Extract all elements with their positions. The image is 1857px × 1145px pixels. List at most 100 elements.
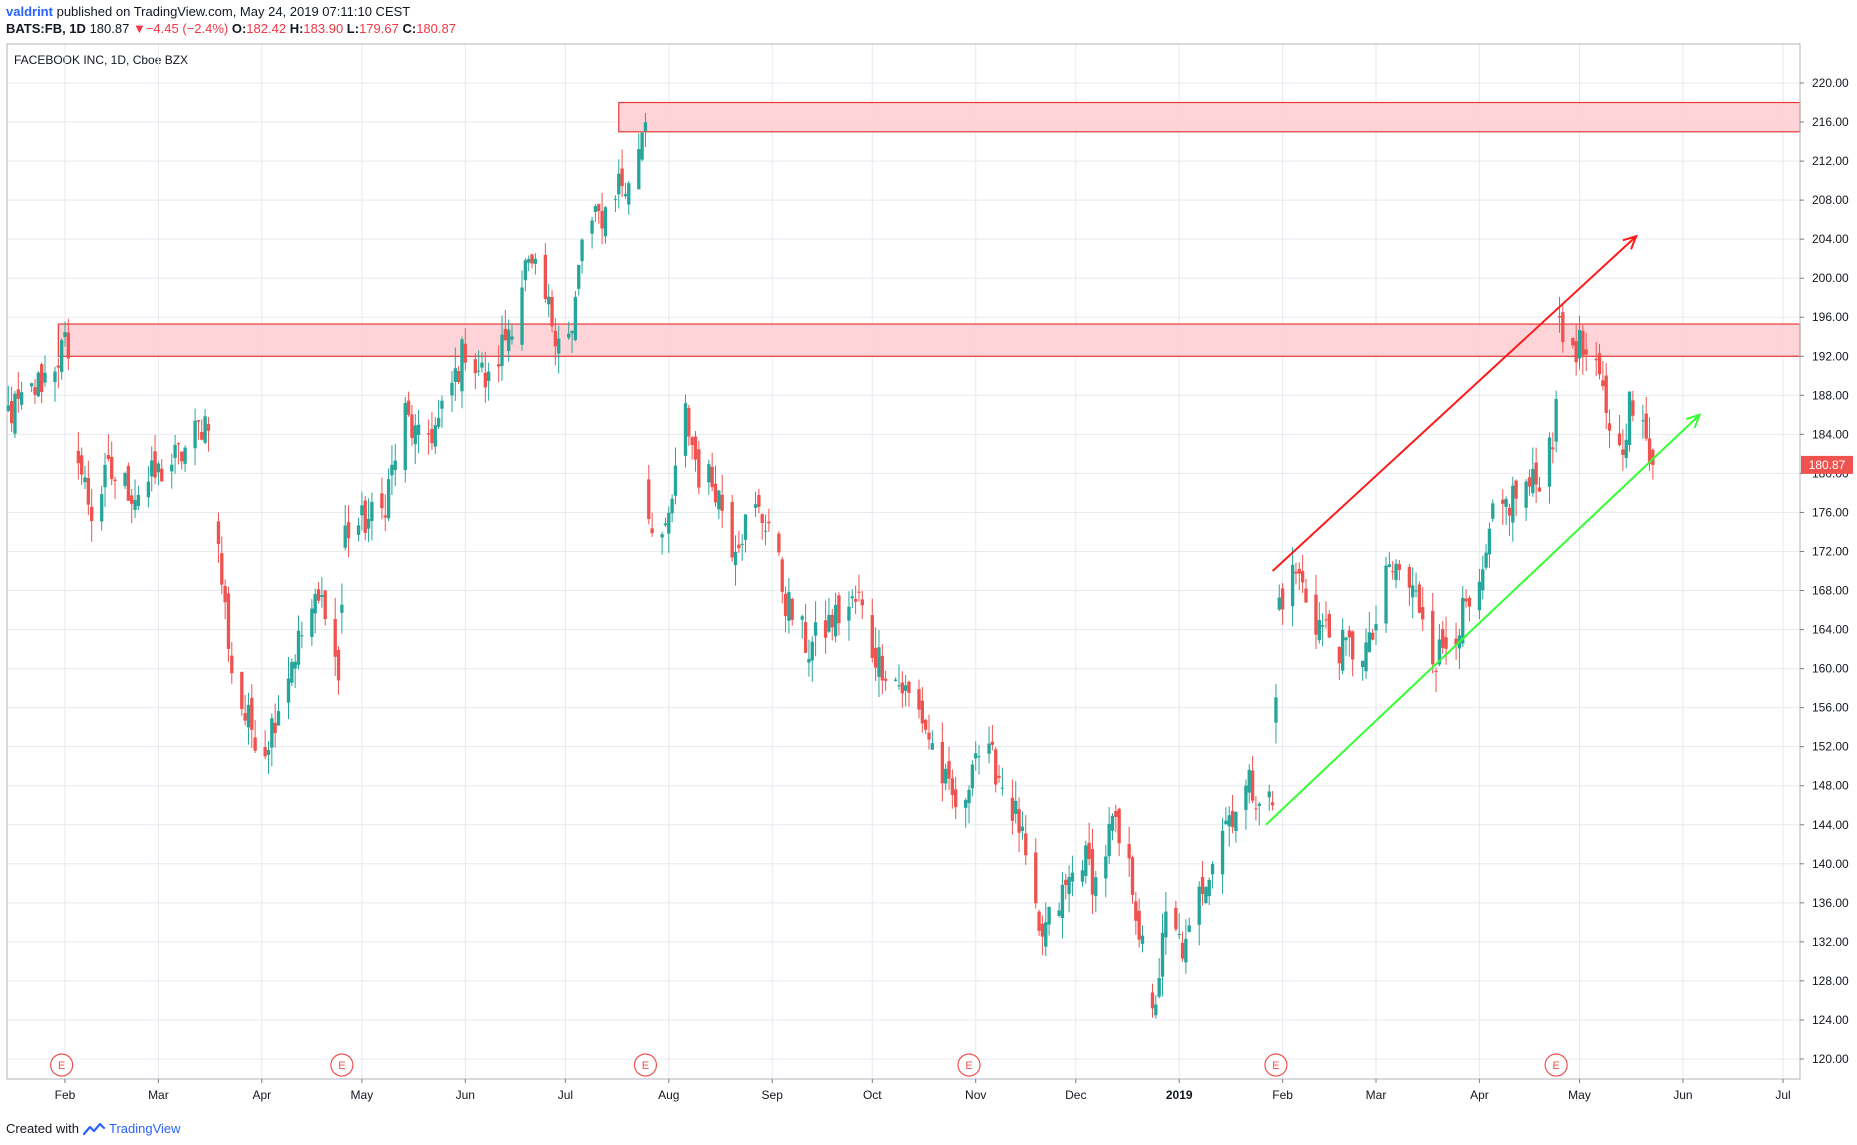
- candle-body: [126, 466, 131, 501]
- author-link[interactable]: valdrint: [6, 4, 53, 19]
- candle-body: [827, 614, 831, 632]
- candle-body: [270, 718, 274, 748]
- candle-body: [613, 199, 618, 201]
- candle-body: [1484, 552, 1488, 568]
- candle-body: [707, 464, 711, 483]
- earnings-marker-icon[interactable]: E: [50, 1053, 74, 1077]
- candle-body: [924, 719, 928, 730]
- candle-body: [627, 183, 631, 205]
- candle-body: [743, 514, 748, 540]
- candle-body: [410, 414, 414, 438]
- candle-body: [1547, 437, 1552, 487]
- candle-body: [343, 525, 347, 548]
- candle-body: [1254, 808, 1258, 810]
- candle-body: [1070, 872, 1075, 882]
- candle-body: [977, 756, 981, 758]
- chart-title: FACEBOOK INC, 1D, Cboe BZX: [14, 53, 189, 67]
- x-tick-label: Feb: [1272, 1088, 1293, 1102]
- last-price: 180.87: [89, 21, 130, 36]
- candle-body: [453, 368, 457, 382]
- candle-body: [1174, 907, 1178, 930]
- footer: Created with TradingView: [6, 1121, 181, 1136]
- candle-body: [1184, 938, 1188, 963]
- earnings-marker-label: E: [1552, 1060, 1559, 1072]
- candle-body: [783, 593, 788, 617]
- y-tick-label: 176.00: [1812, 505, 1849, 519]
- candle-body: [286, 678, 291, 703]
- candle-body: [833, 604, 838, 637]
- candle-body: [577, 264, 581, 289]
- tradingview-brand-link[interactable]: TradingView: [108, 1121, 181, 1136]
- candle-body: [276, 711, 281, 726]
- candle-body: [790, 598, 794, 620]
- candle-body: [767, 521, 771, 524]
- candle-body: [733, 551, 738, 566]
- x-tick-label: Mar: [1366, 1088, 1387, 1102]
- candle-body: [1304, 588, 1308, 603]
- candle-body: [1180, 942, 1185, 959]
- candle-body: [43, 372, 47, 383]
- candle-body: [1437, 639, 1442, 665]
- candle-body: [1534, 462, 1538, 485]
- candle-body: [1107, 823, 1111, 857]
- candle-body: [593, 206, 598, 213]
- earnings-marker-icon[interactable]: E: [957, 1053, 981, 1077]
- candle-body: [1577, 329, 1582, 359]
- candle-body: [990, 741, 995, 745]
- candle-body: [1257, 803, 1261, 806]
- y-tick-label: 184.00: [1812, 427, 1849, 441]
- candle-body: [476, 370, 481, 372]
- earnings-marker-icon[interactable]: E: [1544, 1053, 1568, 1077]
- candle-body: [1150, 992, 1155, 1009]
- candle-body: [386, 479, 391, 519]
- candle-body: [640, 132, 644, 160]
- candle-body: [737, 544, 741, 549]
- candle-body: [1511, 485, 1515, 523]
- candle-body: [1340, 629, 1345, 671]
- candle-body: [76, 450, 81, 464]
- candle-body: [380, 493, 384, 509]
- candle-body: [1644, 413, 1648, 439]
- time-axis: Feb Mar Apr May Jun Jul Aug Sep Oct Nov Dec 2019 Feb…: [55, 1079, 1791, 1102]
- candle-body: [180, 451, 184, 462]
- candle-body: [930, 743, 935, 750]
- candle-body: [883, 678, 888, 681]
- publish-info: valdrint published on TradingView.com, M…: [6, 4, 410, 19]
- candle-body: [1627, 391, 1632, 445]
- candle-body: [1267, 791, 1271, 798]
- candle-body: [693, 436, 698, 460]
- candle-body: [456, 371, 461, 383]
- candle-body: [1431, 610, 1435, 665]
- quote-line: BATS:FB, 1D 180.87 ▼−4.45 (−2.4%) O:182.…: [6, 21, 456, 36]
- earnings-marker-icon[interactable]: E: [330, 1053, 354, 1077]
- candle-body: [713, 483, 718, 503]
- candle-body: [663, 523, 668, 526]
- price-change: −4.45 (−2.4%): [145, 21, 229, 36]
- candle-body: [263, 747, 267, 757]
- candle-body: [947, 761, 951, 779]
- price-axis: 220.00 216.00 212.00 208.00 204.00 200.00 196.…: [1799, 44, 1849, 1079]
- earnings-marker-icon[interactable]: E: [1264, 1053, 1288, 1077]
- candle-body: [553, 330, 558, 347]
- candle-body: [150, 460, 154, 477]
- candle-body: [1117, 808, 1121, 844]
- candle-body: [266, 750, 271, 755]
- y-tick-label: 172.00: [1812, 544, 1849, 558]
- candle-body: [1294, 571, 1298, 574]
- candle-body: [520, 287, 524, 345]
- candle-body: [994, 749, 998, 785]
- x-tick-label: Mar: [148, 1088, 169, 1102]
- x-tick-label: Jul: [558, 1088, 573, 1102]
- close-value: 180.87: [416, 21, 456, 36]
- candle-body: [1414, 590, 1418, 592]
- candle-body: [687, 407, 691, 437]
- earnings-marker-icon[interactable]: E: [633, 1053, 658, 1077]
- candle-body: [757, 495, 761, 507]
- candle-body: [740, 543, 744, 545]
- candle-body: [250, 697, 254, 730]
- candle-body: [503, 329, 508, 341]
- high-value: 183.90: [303, 21, 344, 36]
- x-tick-label: Apr: [1470, 1088, 1489, 1102]
- candle-body: [153, 451, 157, 478]
